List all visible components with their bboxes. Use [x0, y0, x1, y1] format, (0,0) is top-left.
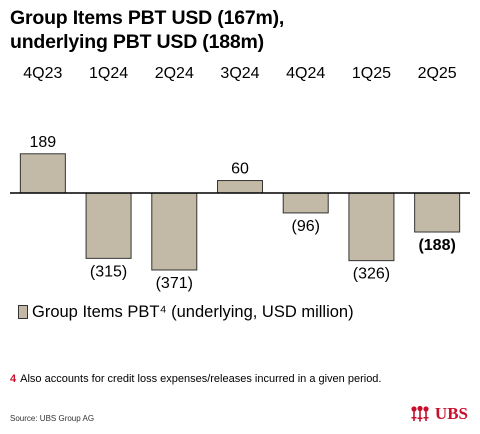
ubs-logo: UBS	[409, 404, 468, 424]
x-tick-label: 1Q25	[352, 65, 391, 82]
data-label: (96)	[291, 218, 319, 235]
legend-label: Group Items PBT⁴ (underlying, USD millio…	[32, 302, 354, 321]
legend: Group Items PBT⁴ (underlying, USD millio…	[18, 302, 354, 322]
footnote-number: 4	[10, 373, 17, 385]
bar	[348, 192, 395, 262]
bar-chart: 4Q23 189 1Q24 (315) 2Q24 (371) 3Q24 60 4Q24 (96) 1…	[10, 65, 470, 292]
x-tick-label: 4Q24	[286, 65, 325, 82]
data-label: (188)	[418, 237, 455, 254]
bar	[19, 153, 66, 194]
source-note: Source: UBS Group AG	[10, 414, 95, 423]
title-line-2: underlying PBT USD (188m)	[10, 31, 264, 53]
data-label: (326)	[353, 266, 390, 283]
x-tick-label: 2Q24	[155, 65, 194, 82]
chart-title: Group Items PBT USD (167m), underlying P…	[10, 6, 470, 54]
x-tick-label: 2Q25	[418, 65, 457, 82]
title-line-1: Group Items PBT USD (167m),	[10, 7, 285, 29]
bar	[414, 192, 461, 233]
bar	[282, 192, 329, 214]
bar	[217, 180, 263, 194]
data-label: (315)	[90, 263, 127, 280]
footnote: 4 Also accounts for credit loss expenses/…	[10, 373, 381, 385]
x-tick-label: 1Q24	[89, 65, 128, 82]
footnote-text: Also accounts for credit loss expenses/r…	[20, 373, 382, 385]
ubs-keys-icon	[411, 405, 429, 422]
logo-text: UBS	[434, 404, 468, 423]
data-label: 189	[30, 134, 57, 151]
bar	[85, 192, 132, 259]
legend-swatch	[18, 305, 28, 319]
data-label: 60	[231, 161, 249, 178]
x-tick-label: 3Q24	[220, 65, 259, 82]
data-label: (371)	[156, 275, 193, 292]
x-tick-label: 4Q23	[23, 65, 62, 82]
bar	[151, 192, 198, 271]
